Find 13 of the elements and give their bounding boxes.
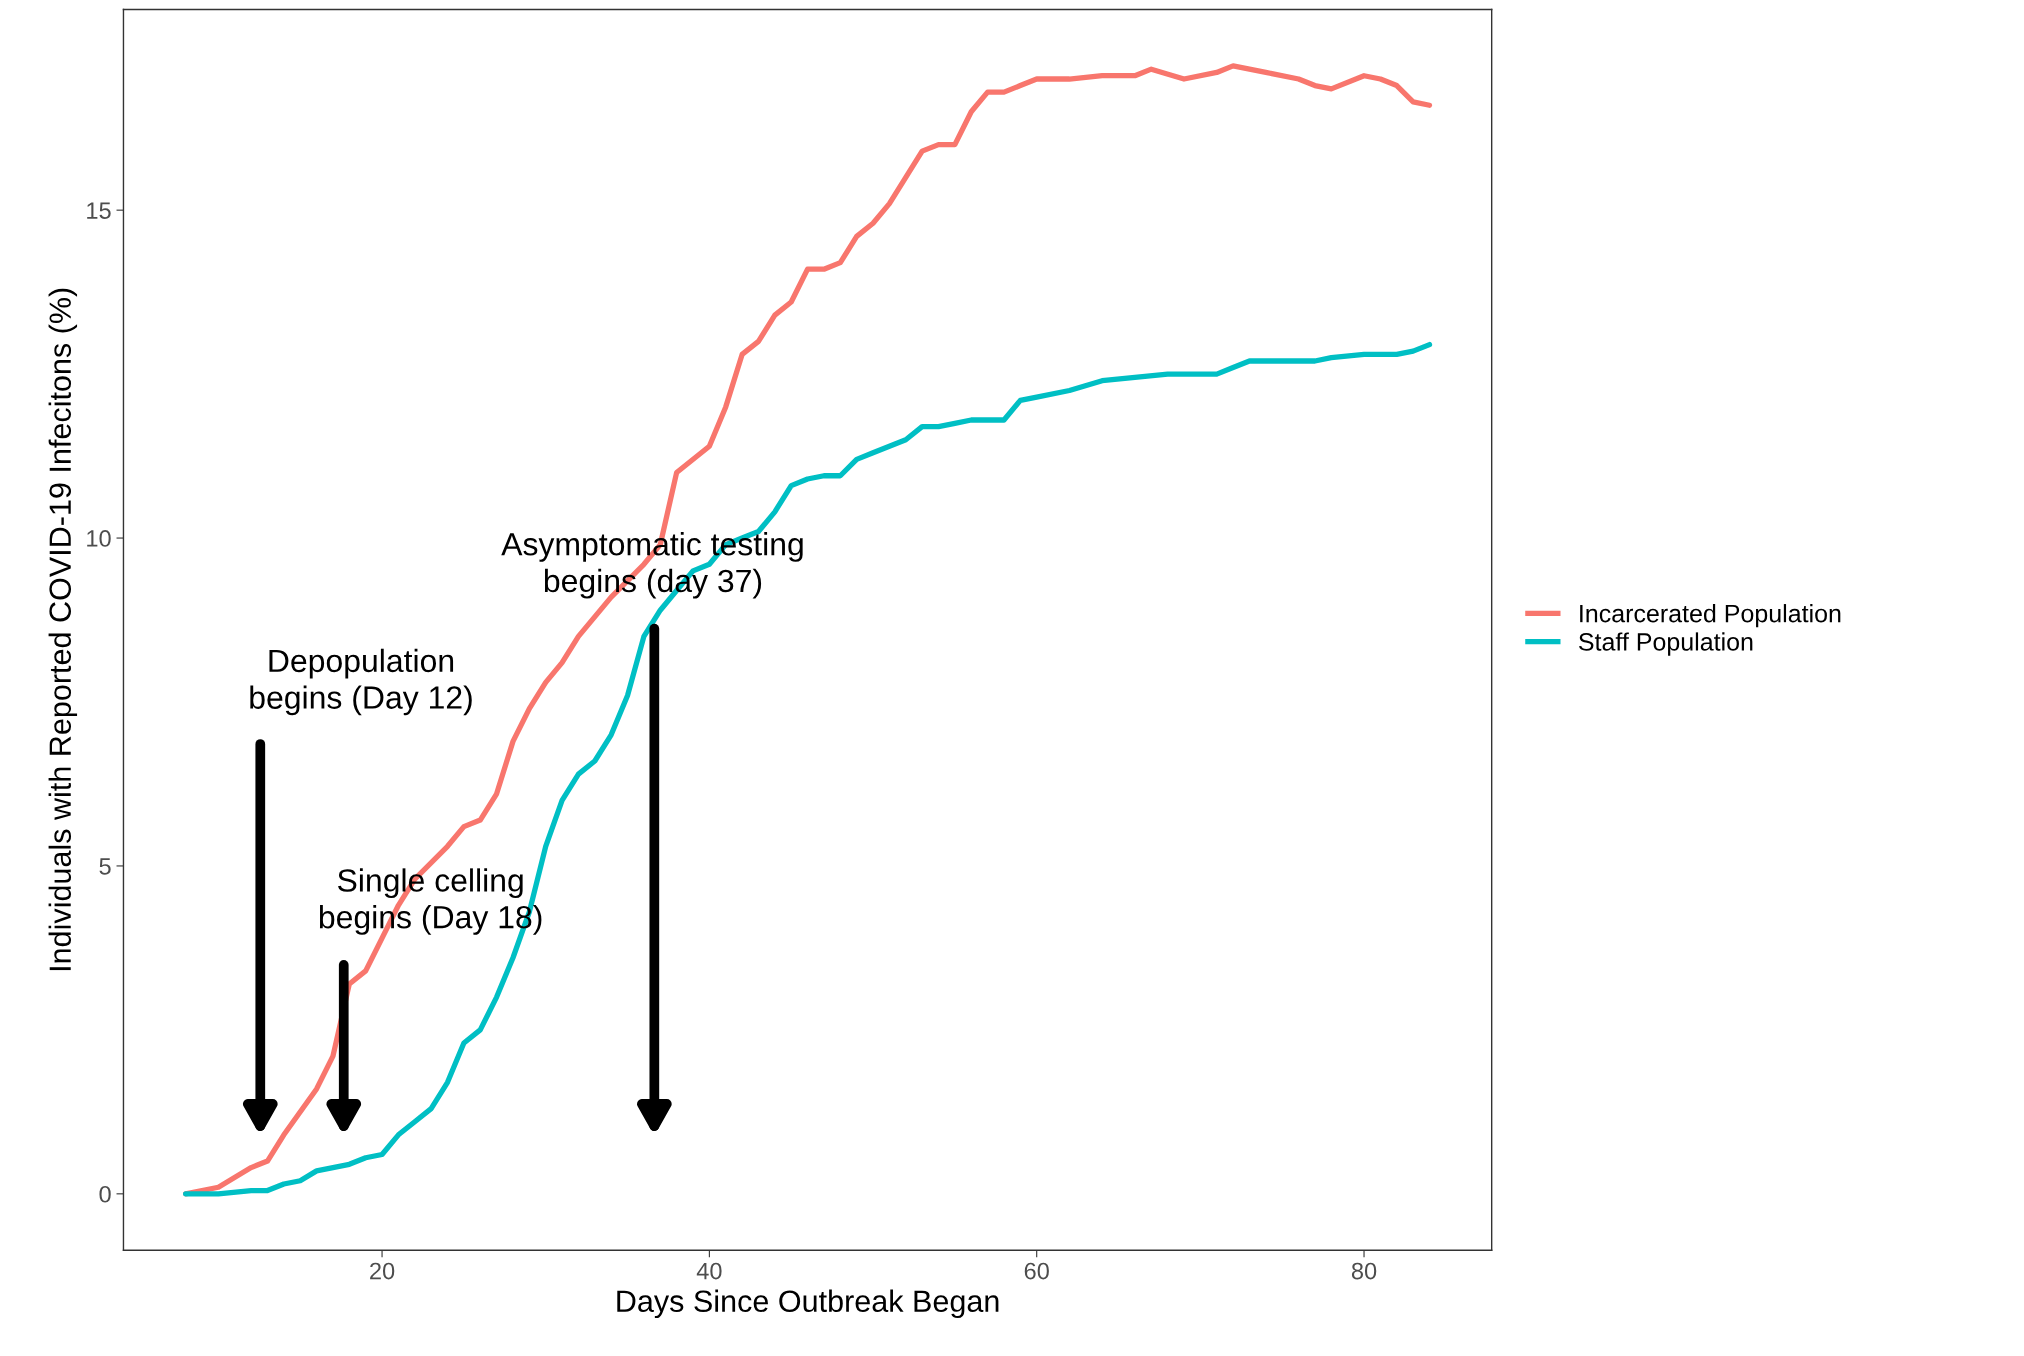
y-tick-label: 5	[99, 858, 111, 875]
x-tick-label: 40	[696, 1262, 722, 1280]
x-tick-label: 60	[1024, 1262, 1049, 1280]
y-tick-label: 15	[87, 202, 111, 219]
x-tick-label: 80	[1351, 1262, 1377, 1280]
legend-label: Staff Population	[1579, 632, 1753, 656]
annotation: Depopulation begins (Day 12)	[250, 648, 472, 716]
y-tick-label: 0	[99, 1185, 111, 1203]
legend-label: Incarcerated Population	[1580, 604, 1841, 628]
x-axis-title: Days Since Outbreak Began	[617, 1289, 999, 1319]
y-tick-label: 10	[87, 530, 111, 547]
y-axis-title: Individuals with Reported COVID-19 Infecitons (%)	[48, 288, 78, 971]
x-tick-label: 20	[370, 1262, 395, 1280]
